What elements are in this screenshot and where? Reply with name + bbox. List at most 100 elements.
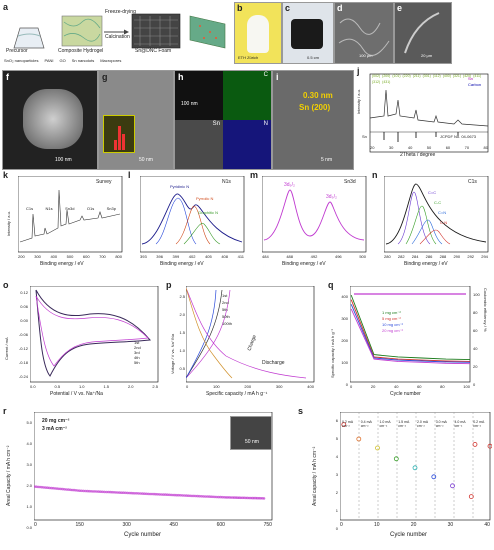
panel-label-p: p xyxy=(166,280,172,290)
schematic-legend: SnO₂ nanoparticles PANI GO Sn nanodots M… xyxy=(4,58,232,63)
long-cycling-point xyxy=(87,489,91,493)
long-cycling-point xyxy=(198,494,201,498)
panel-label-f: f xyxy=(6,72,9,82)
s-ylabel: Areal capacity / mA h cm⁻² xyxy=(312,446,318,506)
tem-f: f 100 nm xyxy=(2,70,98,170)
long-cycling-point xyxy=(61,487,64,491)
long-cycling-point xyxy=(196,494,199,498)
r-rate-note: 3 mA cm⁻² xyxy=(42,426,67,432)
rate-chart-s xyxy=(340,412,492,521)
xps-survey-xticks: 200 300 400 500 600 700 800 xyxy=(18,254,122,259)
eds-map-n: N xyxy=(223,120,271,169)
scale-r: 50 nm xyxy=(245,439,259,445)
size-histogram-inset xyxy=(103,115,135,153)
legend-macropores: Macropores xyxy=(100,58,122,63)
eds-map-c: C xyxy=(223,71,271,120)
long-cycling-point xyxy=(89,490,93,493)
xps-n1s-xlabel: Binding energy / eV xyxy=(160,261,204,267)
cycling-xlabel: Cycle number xyxy=(390,391,421,397)
panel-label-b: b xyxy=(237,3,243,13)
long-cycling-point xyxy=(38,485,42,489)
r-ylabel: Areal Capacity / mA h cm⁻² xyxy=(6,445,12,506)
long-cycling-point xyxy=(127,491,131,495)
long-cycling-point xyxy=(105,490,108,494)
cycling-chart-q xyxy=(350,286,471,383)
long-cycling-point xyxy=(44,486,47,489)
xps-survey-xlabel: Binding energy / eV xyxy=(40,261,84,267)
cycling-series-line xyxy=(350,308,471,365)
long-cycling-point xyxy=(74,489,78,492)
cycling-series-line xyxy=(350,299,471,362)
rate-point xyxy=(450,483,455,489)
long-cycling-point xyxy=(67,488,70,491)
rate-point xyxy=(356,436,362,442)
panel-label-s: s xyxy=(298,406,304,416)
long-cycling-point xyxy=(143,492,146,495)
r-xlabel: Cycle number xyxy=(124,532,162,538)
eds-h: h C Sn N 100 nm xyxy=(174,70,272,170)
long-cycling-point xyxy=(124,491,127,495)
cv-xlabel: Potential / V vs. Na⁺/Na xyxy=(50,391,103,397)
cycling-y2label: Coulombic efficiency / % xyxy=(483,288,488,332)
long-cycling-point xyxy=(204,495,207,498)
long-cycling-point xyxy=(63,488,66,491)
long-cycling-point xyxy=(97,490,100,493)
cycling-series xyxy=(350,294,471,365)
xps-survey-peaks: C1s N1s Sn3d O1s Sn3p xyxy=(26,206,116,211)
long-cycling-points xyxy=(34,485,266,500)
long-cycling-point xyxy=(108,490,112,494)
long-cycling-point xyxy=(167,493,171,497)
xps-sn3d-xticks: 484 488 492 496 500 xyxy=(262,254,366,259)
pyridinic-n-label: Pyridinic N xyxy=(170,184,190,189)
long-cycling-point xyxy=(86,489,89,493)
xps-sn3d-m xyxy=(262,176,367,253)
long-cycling-point xyxy=(133,492,137,495)
xps-n1s-title: N1s xyxy=(222,179,231,185)
long-cycling-chart-r xyxy=(34,412,273,521)
xrd-legend-sn: Sn xyxy=(468,76,473,81)
rate-point xyxy=(431,474,437,480)
long-cycling-point xyxy=(107,490,110,494)
long-cycling-point xyxy=(65,488,68,491)
long-cycling-point xyxy=(93,490,97,493)
sem-e: e 20 μm xyxy=(394,2,452,64)
rate-point xyxy=(341,422,347,428)
sem-d: d 100 μm xyxy=(334,2,394,64)
foam-label: Sn@DNC Foam xyxy=(135,48,172,54)
schematic-a xyxy=(13,13,226,49)
rate-point xyxy=(472,442,478,447)
eds-map-sn: Sn xyxy=(175,120,223,169)
long-cycling-point xyxy=(42,486,46,489)
long-cycling-point xyxy=(51,486,55,490)
long-cycling-point xyxy=(202,495,205,498)
cv-xticks: 0.0 0.5 1.0 1.5 2.0 2.5 xyxy=(30,384,158,389)
xps-sn3d-title: Sn3d xyxy=(344,179,356,185)
panel-label-d: d xyxy=(337,3,343,13)
c-eq-c-label: C=C xyxy=(428,190,437,195)
long-cycling-point xyxy=(156,493,160,496)
cycling-xticks: 0 20 40 60 80 100 xyxy=(350,384,470,389)
long-cycling-point xyxy=(166,493,169,496)
d-spacing: 0.30 nm xyxy=(303,91,333,100)
sn3d52-label: 3d₅/₂ xyxy=(284,182,295,188)
xps-survey-ylabel: Intensity / a.u. xyxy=(6,211,11,236)
long-cycling-point xyxy=(110,490,114,494)
photo-c-sample: c 0.5 cm xyxy=(282,2,334,64)
long-cycling-point xyxy=(211,495,215,499)
rate-point xyxy=(393,456,399,462)
long-cycling-point xyxy=(116,491,120,494)
long-cycling-point xyxy=(137,492,140,495)
s-xticks: 0 10 20 30 40 xyxy=(340,522,490,528)
rate-point xyxy=(412,465,418,471)
long-cycling-point xyxy=(139,492,142,495)
long-cycling-point xyxy=(84,489,87,493)
calcination-label: Calcination xyxy=(105,34,130,40)
long-cycling-point xyxy=(185,494,188,497)
long-cycling-point xyxy=(95,490,99,493)
panel-label-c: c xyxy=(285,3,291,13)
r-loading-note: 20 mg cm⁻² xyxy=(42,418,70,424)
xps-n1s-xticks: 393 396 399 402 405 408 411 xyxy=(140,254,244,259)
long-cycling-point xyxy=(91,490,95,493)
long-cycling-point xyxy=(36,485,40,489)
